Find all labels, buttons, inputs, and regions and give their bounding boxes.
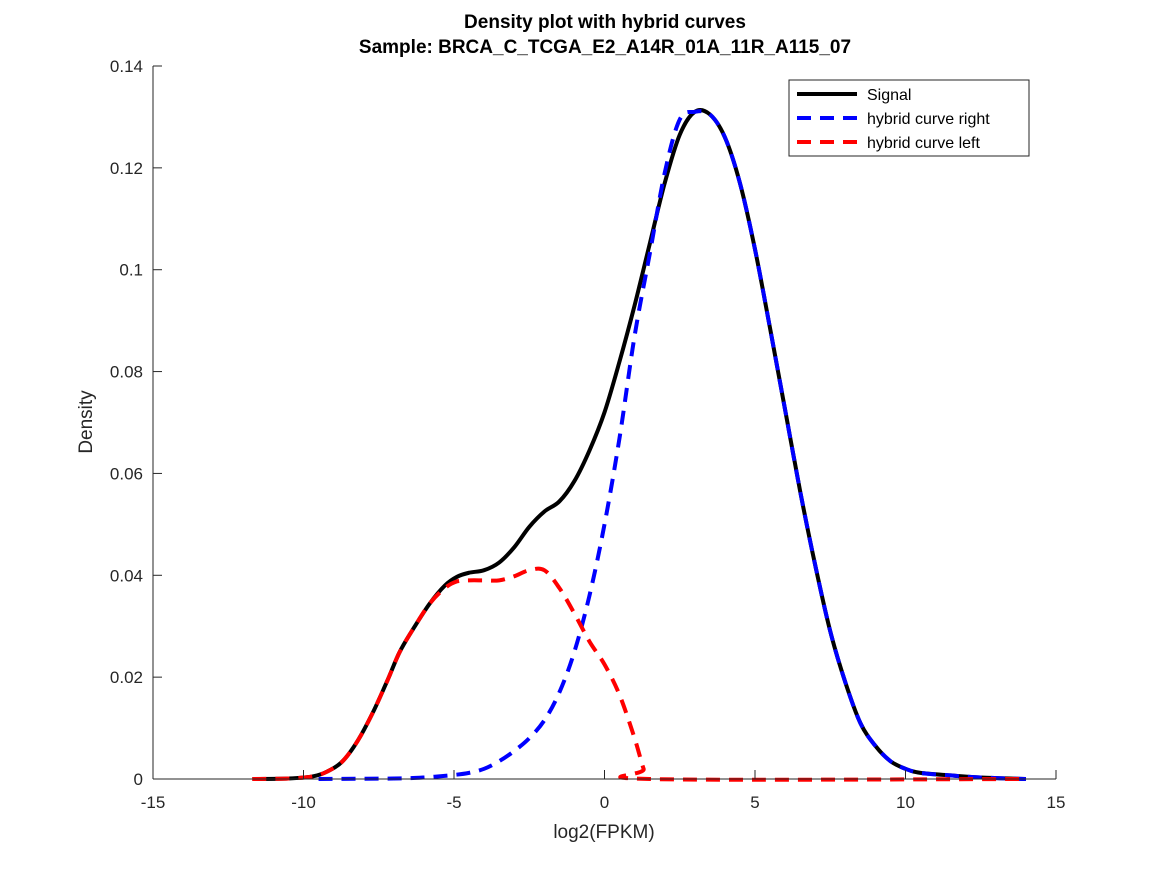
series-layer (252, 108, 1026, 782)
chart-title: Density plot with hybrid curves (464, 12, 746, 33)
x-tick-label: 0 (600, 793, 609, 812)
y-tick-label: 0.08 (110, 363, 143, 382)
legend: Signal hybrid curve right hybrid curve lef… (788, 79, 1030, 157)
chart-subtitle: Sample: BRCA_C_TCGA_E2_A14R_01A_11R_A115… (359, 37, 851, 58)
x-tick-label: -15 (141, 793, 166, 812)
series-line-hybrid-curve-left (252, 566, 1026, 782)
plot-area (153, 66, 1056, 779)
legend-label-hybrid-curve-left: hybrid curve left (867, 135, 980, 152)
y-tick-label: 0.1 (119, 261, 143, 280)
y-ticks: 0 0.02 0.04 0.06 0.08 0.1 0.12 0.14 (110, 57, 162, 789)
y-tick-label: 0.14 (110, 57, 143, 76)
x-tick-label: 10 (896, 793, 915, 812)
x-tick-label: -10 (291, 793, 316, 812)
x-tick-label: 15 (1047, 793, 1066, 812)
x-ticks: -15 -10 -5 0 5 10 15 (141, 770, 1066, 812)
y-axis-label: Density (76, 390, 97, 454)
legend-items: Signal hybrid curve right hybrid curve lef… (797, 87, 990, 152)
y-tick-label: 0 (134, 770, 143, 789)
y-tick-label: 0.02 (110, 668, 143, 687)
x-tick-label: 5 (750, 793, 759, 812)
legend-label-signal: Signal (867, 87, 911, 104)
legend-label-hybrid-curve-right: hybrid curve right (867, 111, 990, 128)
y-tick-label: 0.06 (110, 464, 143, 483)
y-tick-label: 0.04 (110, 566, 143, 585)
series-line-hybrid-curve-right (318, 109, 1026, 781)
y-tick-label: 0.12 (110, 159, 143, 178)
x-tick-label: -5 (446, 793, 461, 812)
x-axis-label: log2(FPKM) (553, 822, 654, 843)
